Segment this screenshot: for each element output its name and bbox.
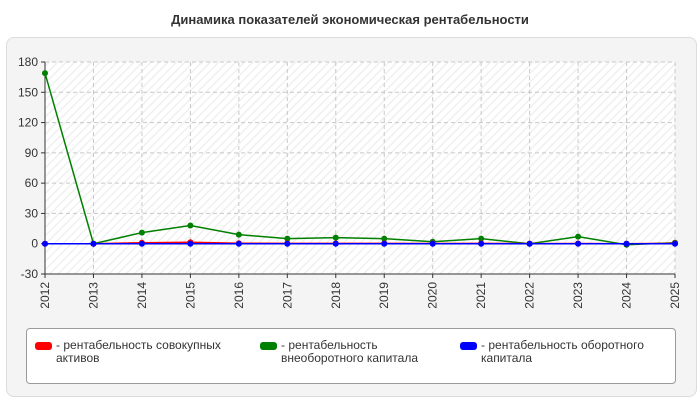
data-point [381,240,388,247]
series-line [44,72,676,246]
legend-item-working-capital: - рентабельность оборотного капитала [460,339,670,365]
chart-title: Динамика показателей экономическая рента… [171,12,529,27]
x-tick-label: 2016 [232,282,246,309]
data-point [575,240,582,247]
data-point [381,235,388,242]
data-point [187,240,194,247]
data-point [284,235,291,242]
legend-swatch [460,342,477,350]
data-point [623,240,630,247]
x-tick-label: 2013 [86,282,100,309]
x-tick-label: 2020 [426,282,440,309]
x-tick-label: 2015 [183,282,197,309]
legend-item-noncurrent-capital: - рентабельность внеоборотного капитала [260,339,450,365]
data-point [42,240,48,247]
data-point [672,240,678,247]
legend-swatch [35,342,52,350]
data-point [42,70,48,77]
x-tick-label: 2025 [668,282,682,309]
x-tick-label: 2012 [38,282,52,309]
y-tick-label: 90 [25,146,39,160]
legend-item-total-assets: - рентабельность совокупных активов [35,339,245,365]
x-tick-label: 2014 [135,282,149,309]
y-tick-label: 30 [25,206,39,220]
x-tick-label: 2019 [377,282,391,309]
data-point [429,240,436,247]
data-point [235,240,242,247]
series [42,70,678,248]
data-point [187,222,194,229]
data-point [332,234,339,241]
data-point [478,235,485,242]
y-tick-label: 60 [25,176,39,190]
x-tick-label: 2018 [329,282,343,309]
data-point [235,231,242,238]
legend-swatch [260,342,277,350]
x-tick-label: 2017 [280,282,294,309]
legend-label: рентабельность оборотного капитала [481,338,644,365]
data-point [138,229,145,236]
data-point [478,240,485,247]
y-tick-label: 0 [31,237,38,251]
legend: - рентабельность совокупных активов - ре… [26,328,676,384]
data-point [284,240,291,247]
x-tick-label: 2021 [474,282,488,309]
data-point [526,240,533,247]
data-point [138,240,145,247]
x-tick-label: 2024 [620,282,634,309]
y-tick-label: 150 [18,85,38,99]
data-point [575,233,582,240]
y-tick-label: -30 [21,267,39,281]
x-tick-label: 2023 [571,282,585,309]
y-tick-label: 120 [18,116,38,130]
y-tick-label: 180 [18,55,38,69]
x-tick-label: 2022 [523,282,537,309]
data-point [332,240,339,247]
legend-label: рентабельность внеоборотного капитала [281,338,418,365]
data-point [90,240,97,247]
legend-label: рентабельность совокупных активов [56,338,221,365]
